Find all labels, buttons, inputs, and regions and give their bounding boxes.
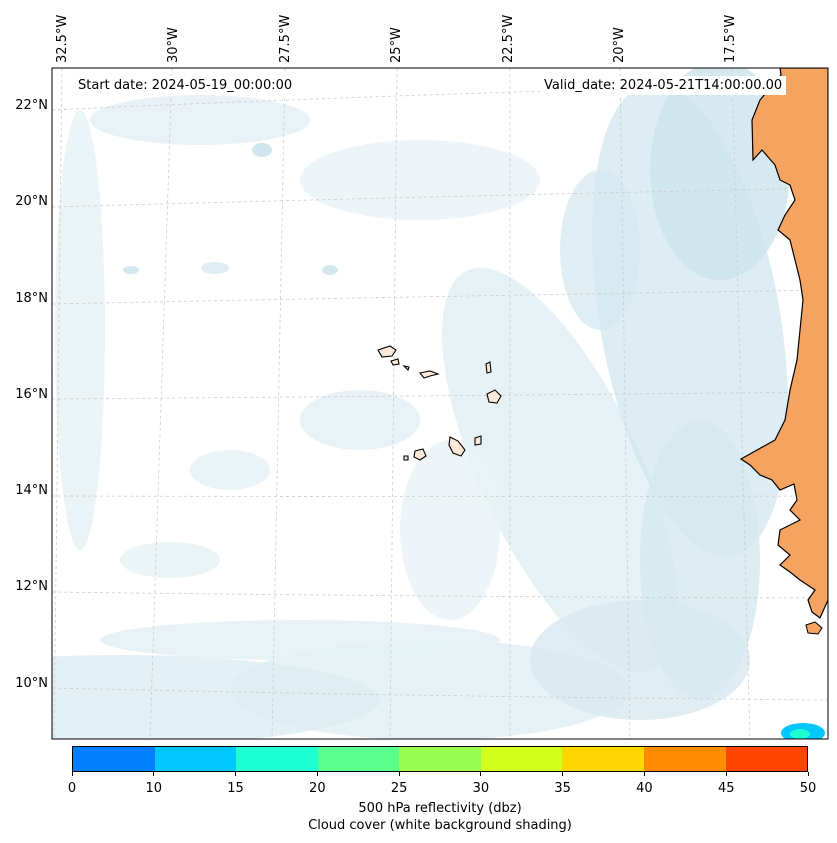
lon-label: 22.5°W — [501, 14, 516, 63]
africa-land — [739, 68, 828, 619]
colorbar-tickmark — [316, 772, 318, 776]
colorbar-tick-label: 10 — [145, 781, 163, 796]
lon-label: 27.5°W — [278, 14, 293, 63]
reflectivity-colorbar — [72, 746, 808, 772]
lat-label: 20°N — [15, 194, 48, 209]
colorbar-segment — [154, 747, 237, 771]
lon-label: 30°W — [166, 27, 181, 63]
colorbar-tick-label: 45 — [717, 781, 735, 796]
colorbar-tick-label: 35 — [554, 781, 571, 796]
lat-label: 22°N — [15, 98, 48, 113]
colorbar-tick-label: 25 — [390, 781, 408, 796]
colorbar-tickmark — [235, 772, 237, 776]
lat-label: 12°N — [15, 579, 48, 594]
gridlines — [52, 68, 828, 739]
lon-label: 17.5°W — [723, 14, 738, 63]
colorbar-tick-label: 0 — [67, 781, 77, 796]
colorbar-tickmark — [480, 772, 482, 776]
island-sao-vicente — [390, 358, 400, 366]
island-fogo — [413, 448, 427, 461]
africa-island-bijagos — [805, 621, 823, 635]
island-sao-nicolau — [419, 370, 440, 379]
colorbar-segment — [73, 747, 155, 771]
lat-label: 14°N — [15, 483, 48, 498]
colorbar-tickmark — [398, 772, 400, 776]
colorbar-tickmark — [807, 772, 809, 776]
colorbar-tickmark — [71, 772, 73, 776]
lat-label: 10°N — [15, 676, 48, 691]
colorbar-tickmark — [562, 772, 564, 776]
colorbar-tick-label: 30 — [472, 781, 490, 796]
colorbar-segment — [399, 747, 481, 771]
colorbar-tick-label: 15 — [227, 781, 244, 796]
cloud-cover-shading — [52, 68, 790, 739]
lat-label: 18°N — [15, 291, 48, 306]
lat-label: 16°N — [15, 387, 48, 402]
island-santa-luzia — [402, 365, 410, 372]
colorbar-tickmark — [643, 772, 645, 776]
cape-verde-islands — [377, 345, 502, 461]
colorbar-segment — [562, 747, 644, 771]
lon-label: 20°W — [612, 27, 627, 63]
colorbar-tickmark — [153, 772, 155, 776]
lon-label: 25°W — [389, 27, 404, 63]
colorbar-segment — [236, 747, 318, 771]
island-boa-vista — [486, 389, 502, 404]
colorbar-segment — [643, 747, 726, 771]
colorbar-segment — [480, 747, 563, 771]
island-maio — [474, 435, 482, 446]
colorbar-label-reflectivity: 500 hPa reflectivity (dbz) — [358, 801, 522, 816]
colorbar-tick-label: 40 — [636, 781, 653, 796]
island-brava — [403, 455, 409, 461]
colorbar-segment — [317, 747, 400, 771]
island-santo-antao — [377, 345, 397, 358]
colorbar-tick-label: 50 — [799, 781, 817, 796]
island-santiago — [448, 436, 466, 457]
colorbar-tickmark — [725, 772, 727, 776]
colorbar-segment — [725, 747, 808, 771]
map-frame — [51, 67, 829, 740]
island-sal — [485, 361, 492, 374]
colorbar-tick-label: 20 — [309, 781, 326, 796]
colorbar-label-cloud-cover: Cloud cover (white background shading) — [308, 818, 572, 833]
start-date-label: Start date: 2024-05-19_00:00:00 — [74, 76, 297, 95]
valid-date-label: Valid_date: 2024-05-21T14:00:00.00 — [540, 76, 787, 95]
lon-label: 32.5°W — [55, 14, 70, 63]
